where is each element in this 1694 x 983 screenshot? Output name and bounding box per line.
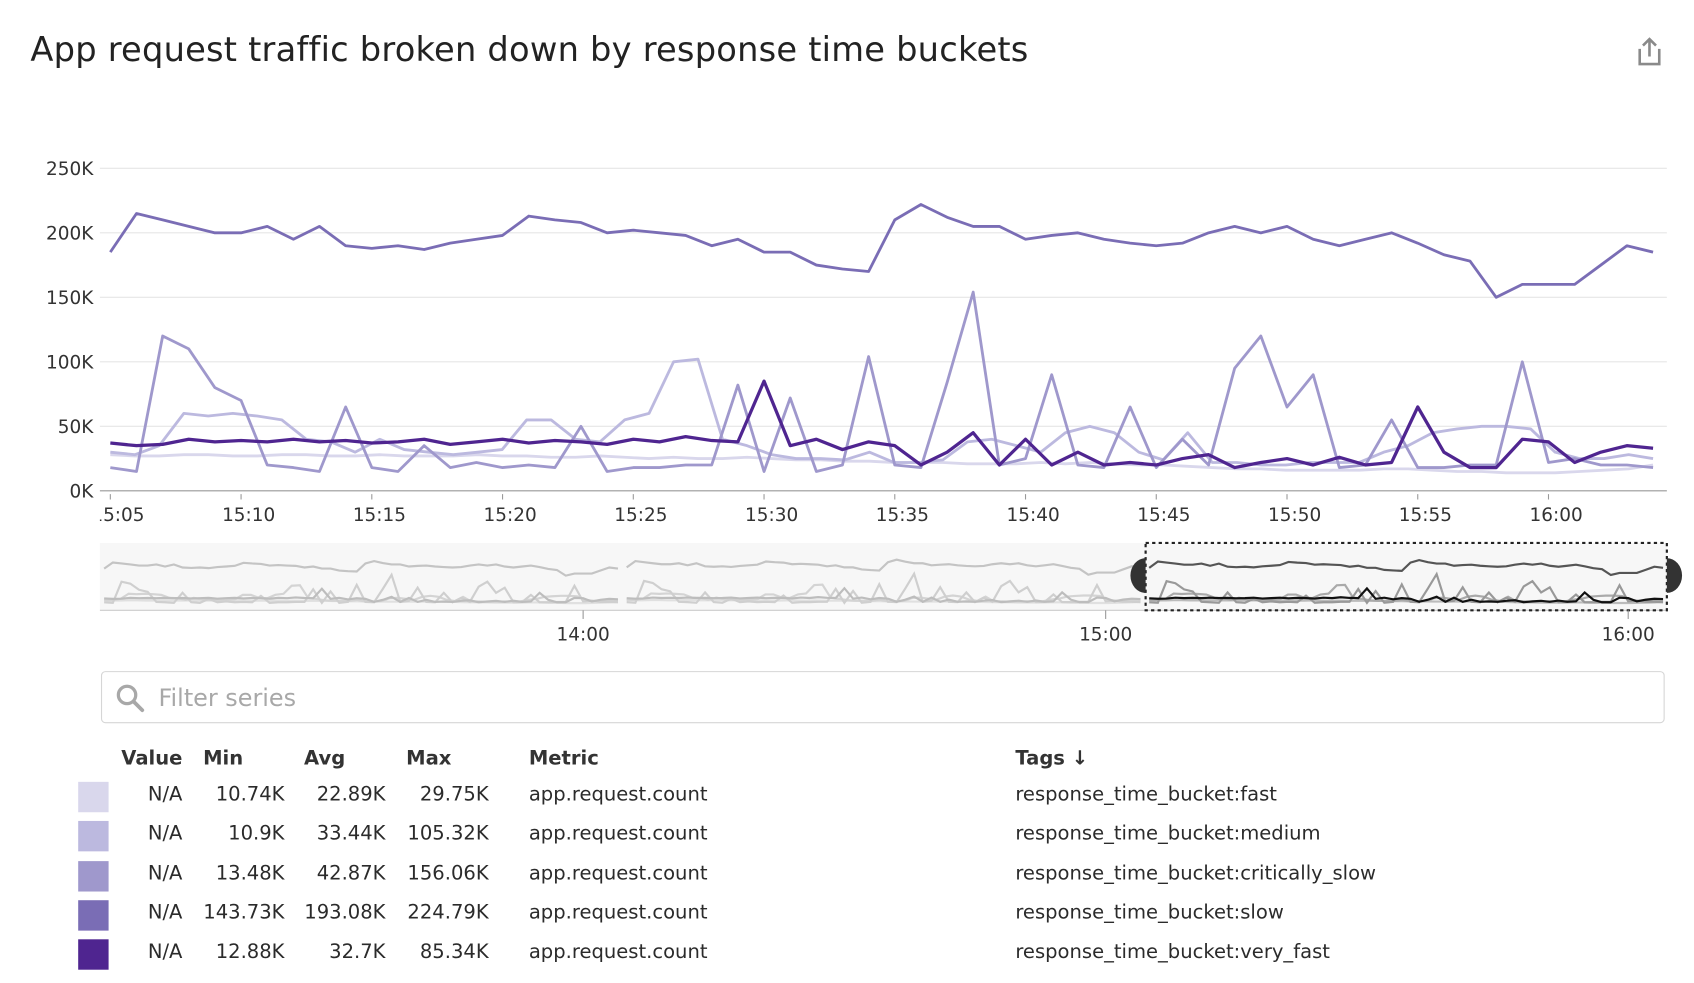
navigator-right-handle[interactable] [1666,558,1683,593]
series-line-very_fast[interactable] [110,379,1654,470]
navigator-history-line [626,586,1141,604]
legend-tags-cell: response_time_bucket:very_fast [1015,940,1330,964]
x-tick-label: 15:05 [91,505,144,526]
filter-series-input[interactable] [156,680,1638,716]
legend-max-cell: 156.06K [407,862,489,886]
share-icon[interactable] [1634,35,1664,68]
legend-max-cell: 105.32K [407,822,489,845]
legend-metric-cell: app.request.count [528,822,708,845]
header-metric[interactable]: Metric [528,747,599,770]
series-line-slow[interactable] [109,203,1654,299]
navigator-history-line [626,558,1141,576]
legend-tags-cell: response_time_bucket:critically_slow [1015,862,1377,886]
legend-avg-cell: 32.7K [329,940,386,964]
x-tick-label: 16:00 [1530,505,1583,526]
legend-max-cell: 29.75K [419,782,489,806]
legend-value-cell: N/A [147,822,183,845]
legend-min-cell: 10.74K [215,782,285,806]
navigator-series-line [1149,586,1664,604]
x-tick-label: 15:55 [1399,505,1452,526]
legend-tags-cell: response_time_bucket:fast [1015,782,1277,806]
y-tick-label: 100K [46,352,94,373]
navigator-series-line [1148,558,1664,577]
legend-value-cell: N/A [147,782,183,806]
series-line-critically_slow[interactable] [110,290,1654,473]
legend-min-cell: 12.88K [215,940,285,964]
legend-max-cell: 85.34K [419,940,489,964]
legend-avg-cell: 42.87K [316,862,386,886]
navigator-tick-label: 15:00 [1079,625,1132,646]
header-max[interactable]: Max [406,747,452,770]
series-line-medium[interactable] [110,357,1654,467]
x-tick-label: 15:35 [876,505,929,526]
legend-tags-cell: response_time_bucket:slow [1015,901,1284,925]
legend-min-cell: 13.48K [215,862,285,886]
legend-metric-cell: app.request.count [528,862,708,886]
navigator[interactable]: 14:00 15:00 16:00 [99,541,1683,646]
series-color-swatch[interactable] [78,861,109,892]
x-tick-label: 15:25 [614,505,667,526]
series-color-swatch[interactable] [78,781,109,813]
legend-avg-cell: 22.89K [316,782,386,806]
navigator-tick-label: 16:00 [1602,625,1655,646]
header-min[interactable]: Min [203,747,244,770]
filter-series-field[interactable] [100,671,1665,724]
legend-value-cell: N/A [147,940,183,964]
header-value[interactable]: Value [121,747,183,770]
legend-metric-cell: app.request.count [528,782,708,806]
header-tags[interactable]: Tags ↓ [1015,747,1089,770]
legend-min-cell: 143.73K [203,901,285,925]
navigator-history-line [104,587,619,604]
x-tick-label: 15:30 [745,505,798,526]
legend-value-cell: N/A [147,862,183,886]
y-tick-label: 250K [46,159,94,180]
y-tick-label: 50K [58,417,94,438]
x-tick-label: 15:45 [1137,505,1190,526]
legend-min-cell: 10.9K [228,822,285,845]
navigator-history-line [104,572,619,605]
x-tick-label: 15:50 [1268,505,1321,526]
header-avg[interactable]: Avg [304,747,346,770]
x-tick-label: 15:40 [1007,505,1060,526]
legend-max-cell: 224.79K [407,901,489,925]
series-color-swatch[interactable] [78,939,109,970]
legend-metric-cell: app.request.count [528,940,708,964]
legend-value-cell: N/A [147,901,183,925]
navigator-left-handle[interactable] [1130,558,1146,593]
legend-avg-cell: 193.08K [304,901,386,925]
widget-title: App request traffic broken down by respo… [30,30,1029,70]
series-color-swatch[interactable] [78,900,109,931]
series-color-swatch[interactable] [78,820,109,852]
navigator-series-line [1149,571,1664,605]
y-tick-label: 200K [46,223,94,244]
x-tick-label: 15:10 [222,505,275,526]
y-tick-label: 150K [46,288,94,309]
navigator-history-line [626,571,1141,605]
navigator-tick-label: 14:00 [557,625,610,646]
search-icon [116,684,145,713]
legend-avg-cell: 33.44K [316,822,386,845]
legend-metric-cell: app.request.count [528,901,708,925]
x-tick-label: 15:15 [353,505,406,526]
x-tick-label: 15:20 [484,505,537,526]
navigator-history-line [103,559,619,577]
legend-tags-cell: response_time_bucket:medium [1015,822,1321,845]
y-tick-label: 0K [70,481,95,502]
timeseries-chart: 0K 50K 100K 150K 200K 250K 15:05 15:10 15:15 15:… [46,159,1683,646]
